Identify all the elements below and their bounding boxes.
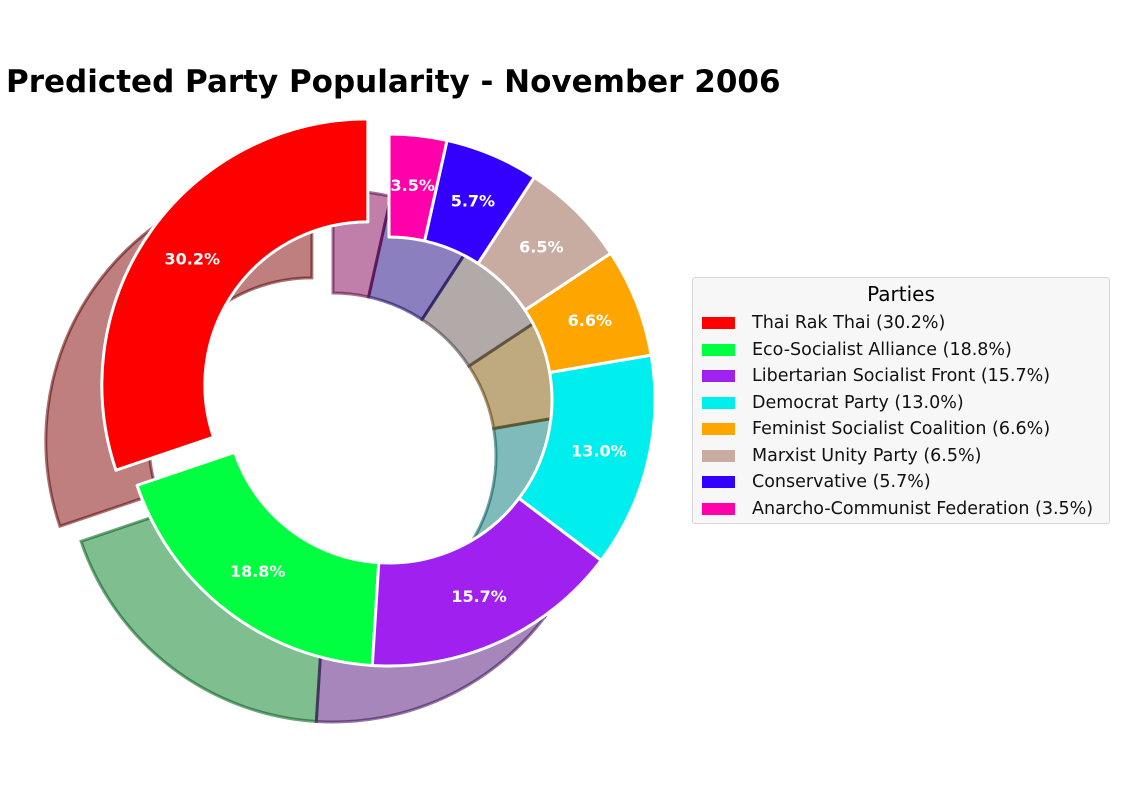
legend-item-thai-rak-thai: Thai Rak Thai (30.2%) bbox=[702, 310, 945, 336]
legend-label: Democrat Party (13.0%) bbox=[752, 392, 964, 413]
legend-swatch bbox=[702, 396, 735, 409]
slice-label-anarcho-communist-federation: 3.5% bbox=[391, 176, 435, 195]
legend-swatch bbox=[702, 476, 735, 488]
legend-title: Parties bbox=[867, 282, 935, 306]
legend-label: Conservative (5.7%) bbox=[752, 472, 931, 492]
legend-label: Marxist Unity Party (6.5%) bbox=[752, 445, 982, 466]
legend-swatch bbox=[702, 343, 735, 356]
legend-label: Eco-Socialist Alliance (18.8%) bbox=[752, 339, 1012, 360]
legend-item-anarcho-communist-federation: Anarcho-Communist Federation (3.5%) bbox=[702, 496, 1093, 522]
legend-label: Anarcho-Communist Federation (3.5%) bbox=[752, 498, 1094, 519]
legend-item-libertarian-socialist-front: Libertarian Socialist Front (15.7%) bbox=[702, 363, 1050, 389]
legend: Parties Thai Rak Thai (30.2%) Eco-Sociali… bbox=[692, 277, 1110, 524]
slice-label-eco-socialist-alliance: 18.8% bbox=[230, 562, 286, 581]
slice-thai-rak-thai bbox=[100, 117, 370, 472]
slice-label-democrat-party: 13.0% bbox=[571, 442, 627, 461]
legend-swatch bbox=[702, 423, 735, 435]
slice-label-thai-rak-thai: 30.2% bbox=[165, 250, 221, 269]
slice-anarcho-communist-federation bbox=[387, 132, 449, 243]
label-layer: 30.2% 18.8% 15.7% 13.0% 6.6% 6.5% 5.7% 3.5% bbox=[165, 176, 627, 606]
legend-label: Feminist Socialist Coalition (6.6%) bbox=[752, 419, 1051, 439]
legend-label: Thai Rak Thai (30.2%) bbox=[752, 313, 946, 333]
chart-title: Predicted Party Popularity - November 20… bbox=[6, 64, 781, 100]
legend-swatch bbox=[702, 370, 735, 382]
slice-layer bbox=[100, 117, 657, 668]
legend-swatch bbox=[702, 449, 735, 462]
slice-label-conservative: 5.7% bbox=[451, 192, 495, 211]
legend-label: Libertarian Socialist Front (15.7%) bbox=[752, 366, 1051, 386]
legend-item-feminist-socialist-coalition: Feminist Socialist Coalition (6.6%) bbox=[702, 416, 1050, 442]
slice-label-marxist-unity-party: 6.5% bbox=[519, 237, 563, 256]
legend-item-marxist-unity-party: Marxist Unity Party (6.5%) bbox=[702, 443, 981, 469]
legend-swatch bbox=[702, 502, 735, 515]
donut-chart: 30.2% 18.8% 15.7% 13.0% 6.6% 6.5% 5.7% 3.5% bbox=[44, 117, 657, 724]
slice-label-libertarian-socialist-front: 15.7% bbox=[451, 587, 507, 606]
legend-item-conservative: Conservative (5.7%) bbox=[702, 469, 931, 495]
legend-swatch bbox=[702, 317, 735, 329]
legend-item-democrat-party: Democrat Party (13.0%) bbox=[702, 390, 964, 416]
slice-label-feminist-socialist-coalition: 6.6% bbox=[568, 311, 612, 330]
legend-item-eco-socialist-alliance: Eco-Socialist Alliance (18.8%) bbox=[702, 337, 1012, 363]
slice-eco-socialist-alliance bbox=[135, 450, 381, 667]
